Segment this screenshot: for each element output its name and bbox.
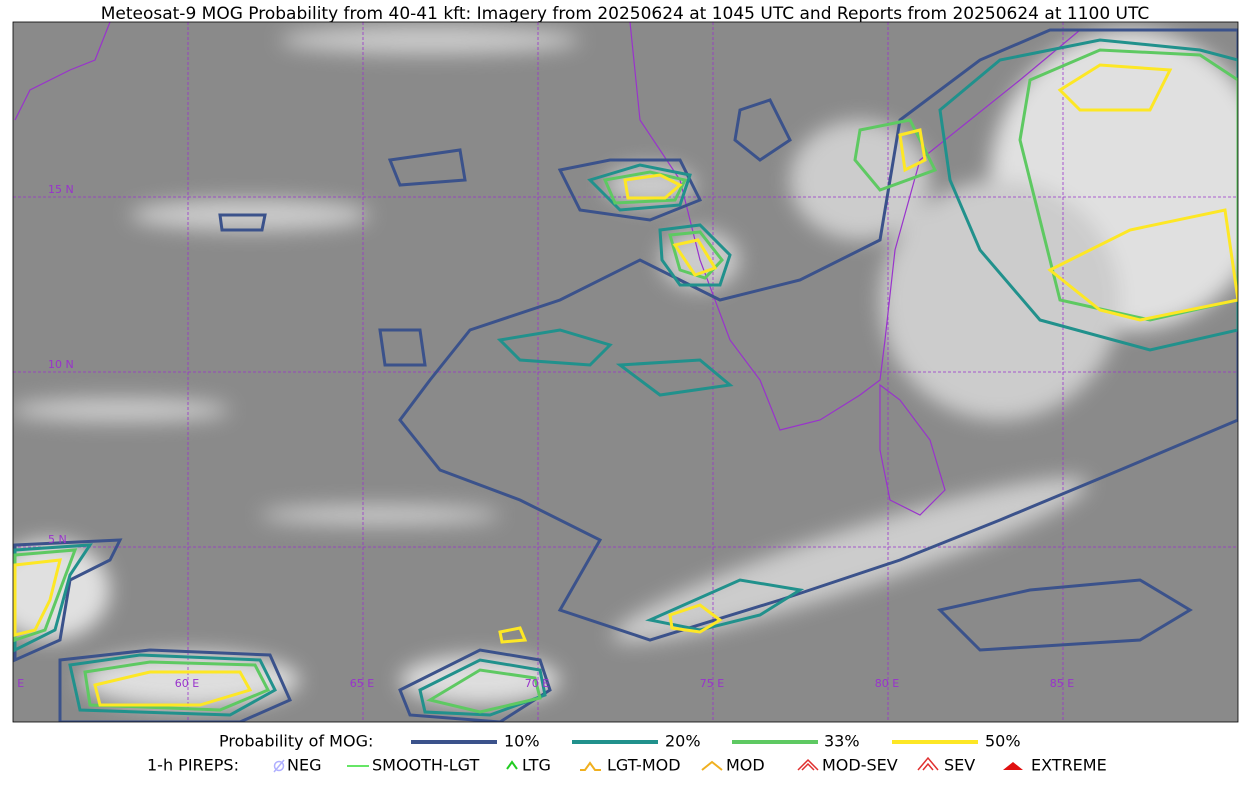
legend-label: 10% <box>504 732 540 751</box>
legend-label: EXTREME <box>1031 756 1107 775</box>
lon-label: 85 E <box>1050 677 1074 690</box>
legend-label: LTG <box>522 756 551 775</box>
map: 15 N 10 N 5 N 55 E 60 E 65 E 70 E 75 E 8… <box>0 22 1238 722</box>
lon-label: 80 E <box>875 677 899 690</box>
grid-labels: 15 N 10 N 5 N 55 E 60 E 65 E 70 E 75 E 8… <box>0 183 1074 690</box>
legend-label: 20% <box>665 732 701 751</box>
legend-label: MOD <box>726 756 765 775</box>
lat-label: 15 N <box>48 183 74 196</box>
lon-label: 55 E <box>0 677 24 690</box>
lat-label: 10 N <box>48 358 74 371</box>
legend-label: MOD-SEV <box>822 756 898 775</box>
lon-label: 70 E <box>525 677 549 690</box>
lon-label: 65 E <box>350 677 374 690</box>
legend-label: 50% <box>985 732 1021 751</box>
legend-title: 1-h PIREPS: <box>147 756 239 775</box>
legend-title: Probability of MOG: <box>219 732 373 751</box>
contours <box>13 28 1238 722</box>
lon-label: 75 E <box>700 677 724 690</box>
legend-label: SMOOTH-LGT <box>372 756 479 775</box>
legend-label: NEG <box>287 756 321 775</box>
legend-label: LGT-MOD <box>607 756 681 775</box>
cloud-imagery <box>13 26 1238 708</box>
legend-probability: Probability of MOG: 10% 20% 33% 50% <box>219 732 1021 751</box>
lon-label: 60 E <box>175 677 199 690</box>
legend-pireps: 1-h PIREPS: NEG SMOOTH-LGT LTG LGT-MOD M… <box>147 756 1107 775</box>
legend-label: SEV <box>944 756 975 775</box>
lat-label: 5 N <box>48 533 67 546</box>
title: Meteosat-9 MOG Probability from 40-41 kf… <box>101 4 1150 24</box>
legend-label: 33% <box>824 732 860 751</box>
